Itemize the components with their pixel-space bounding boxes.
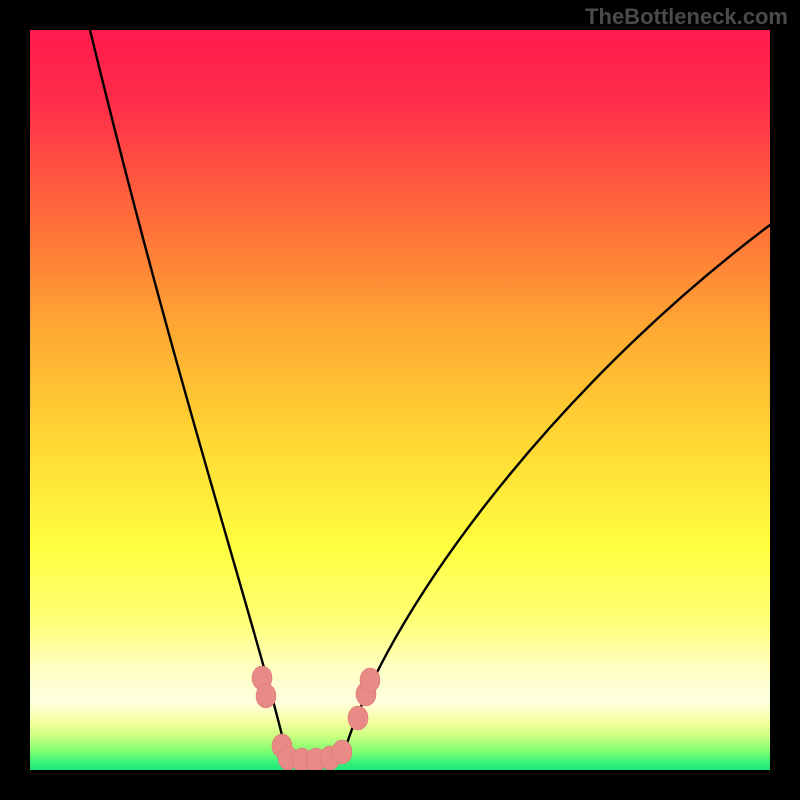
data-marker [332, 740, 352, 764]
bottleneck-chart [0, 0, 800, 800]
data-marker [348, 706, 368, 730]
data-marker [256, 684, 276, 708]
chart-frame: TheBottleneck.com [0, 0, 800, 800]
data-marker [360, 668, 380, 692]
plot-background-gradient [30, 30, 770, 770]
